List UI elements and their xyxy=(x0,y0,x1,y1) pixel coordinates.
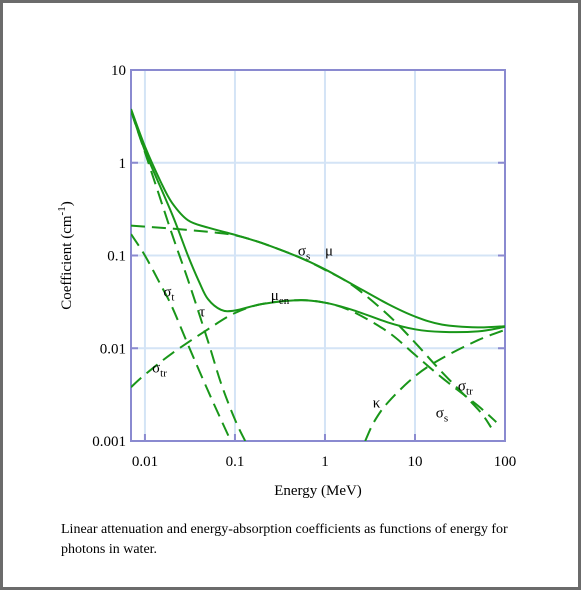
curve-label-symbol: μ xyxy=(325,244,333,260)
figure-caption: Linear attenuation and energy-absorption… xyxy=(61,522,508,557)
curve-label-symbol: σ xyxy=(163,285,171,301)
curve-μ xyxy=(131,108,505,329)
x-tick-label: 0.01 xyxy=(132,454,158,470)
curve-label: μen xyxy=(271,288,290,307)
y-tick-label: 10 xyxy=(111,63,126,79)
y-axis-title: Coefficient (cm-1) xyxy=(56,201,75,309)
curve-κ xyxy=(364,328,505,441)
curve-label-symbol: σ xyxy=(458,379,466,395)
y-tick-label: 1 xyxy=(119,156,127,172)
y-axis-title-end: ) xyxy=(59,201,75,206)
y-tick-label: 0.01 xyxy=(100,341,126,357)
curve-label: σtr xyxy=(458,379,473,398)
curve-label-subscript: en xyxy=(279,295,290,307)
y-axis-title-base: Coefficient (cm xyxy=(59,215,75,310)
x-tick-label: 0.1 xyxy=(226,454,245,470)
curve-σ_tr xyxy=(131,299,497,423)
x-tick-label: 1 xyxy=(321,454,329,470)
curve-label-subscript: s xyxy=(444,412,448,424)
curve-label: κ xyxy=(373,395,381,411)
curve-label-subscript: s xyxy=(306,251,310,263)
curve-label-symbol: σ xyxy=(152,360,160,376)
x-axis-title: Energy (MeV) xyxy=(274,483,362,499)
curve-μ_en xyxy=(131,109,505,334)
curve-label: τ xyxy=(199,304,205,320)
curve-label: σs xyxy=(436,405,448,424)
x-tick-label: 10 xyxy=(407,454,422,470)
curve-label: μ xyxy=(325,244,333,260)
y-tick-label: 0.001 xyxy=(92,434,126,450)
curve-σ_t xyxy=(131,233,232,441)
curve-label-symbol: σ xyxy=(436,405,444,421)
curve-label-subscript: t xyxy=(171,292,174,304)
y-tick-label: 0.1 xyxy=(107,249,126,265)
x-tick-label: 100 xyxy=(494,454,517,470)
curve-label-symbol: σ xyxy=(298,244,306,260)
curve-label-symbol: μ xyxy=(271,288,279,304)
curve-label-subscript: tr xyxy=(160,367,167,379)
curve-σ_s xyxy=(131,224,492,428)
curve-label: σt xyxy=(163,285,174,304)
axis-ticks: 0.01 0.1 1 10 100 0.001 0.01 0.1 1 10 xyxy=(92,63,516,470)
y-axis-title-sup: -1 xyxy=(56,206,68,215)
curves xyxy=(131,108,505,441)
curve-label-subscript: tr xyxy=(466,386,473,398)
curve-label-symbol: κ xyxy=(373,395,381,411)
curve-label: σs xyxy=(298,244,310,263)
curve-τ xyxy=(131,110,247,441)
curve-label-symbol: τ xyxy=(199,304,205,320)
curve-label: σtr xyxy=(152,360,167,379)
